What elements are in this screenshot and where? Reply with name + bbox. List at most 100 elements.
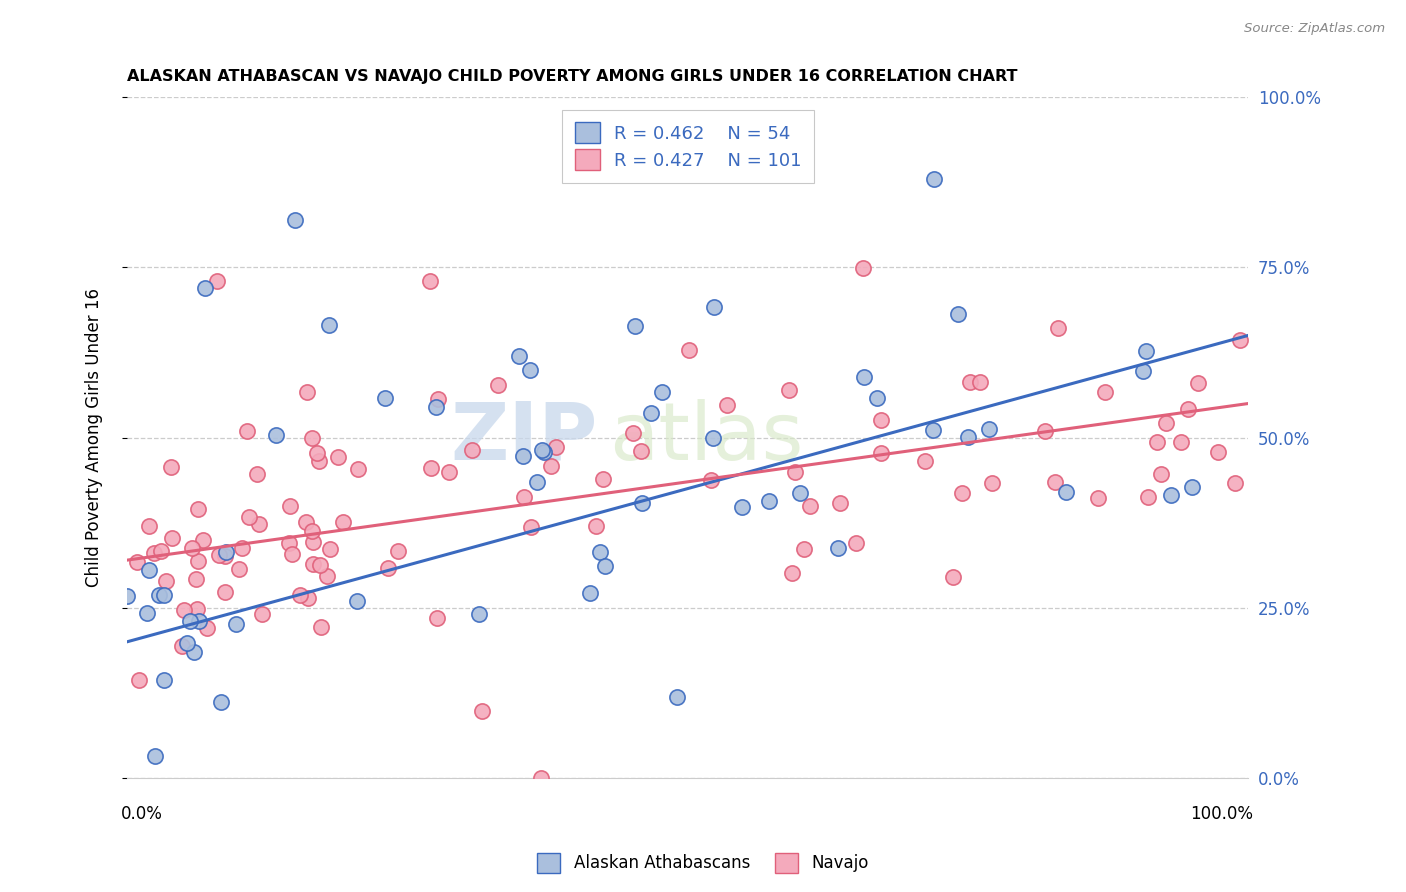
Point bbox=[1160, 488, 1182, 502]
Point bbox=[783, 465, 806, 479]
Point bbox=[347, 462, 370, 476]
Point bbox=[922, 172, 945, 186]
Point bbox=[186, 602, 208, 616]
Point bbox=[468, 607, 491, 621]
Point bbox=[946, 307, 969, 321]
Point bbox=[419, 274, 441, 288]
Point bbox=[148, 588, 170, 602]
Point bbox=[284, 212, 307, 227]
Point bbox=[170, 640, 193, 654]
Point bbox=[513, 490, 536, 504]
Point bbox=[194, 281, 217, 295]
Point bbox=[374, 391, 396, 405]
Point bbox=[250, 607, 273, 621]
Point bbox=[942, 570, 965, 584]
Point bbox=[799, 499, 821, 513]
Point bbox=[295, 515, 318, 529]
Point bbox=[377, 561, 399, 575]
Point bbox=[214, 585, 236, 599]
Point bbox=[387, 544, 409, 558]
Point bbox=[703, 301, 725, 315]
Point bbox=[278, 499, 301, 513]
Point bbox=[827, 541, 849, 555]
Point bbox=[246, 467, 269, 482]
Point bbox=[235, 425, 257, 439]
Point bbox=[526, 475, 548, 489]
Point bbox=[593, 558, 616, 573]
Point bbox=[288, 588, 311, 602]
Point bbox=[307, 445, 329, 459]
Point bbox=[187, 502, 209, 516]
Point bbox=[959, 375, 981, 389]
Point bbox=[138, 518, 160, 533]
Point bbox=[1047, 320, 1070, 334]
Text: ALASKAN ATHABASCAN VS NAVAJO CHILD POVERTY AMONG GIRLS UNDER 16 CORRELATION CHAR: ALASKAN ATHABASCAN VS NAVAJO CHILD POVER… bbox=[127, 69, 1018, 84]
Point bbox=[1225, 476, 1247, 491]
Point bbox=[125, 555, 148, 569]
Point bbox=[530, 771, 553, 785]
Point bbox=[866, 392, 889, 406]
Point bbox=[531, 443, 554, 458]
Point bbox=[1154, 416, 1177, 430]
Point bbox=[1170, 434, 1192, 449]
Legend: Alaskan Athabascans, Navajo: Alaskan Athabascans, Navajo bbox=[530, 847, 876, 880]
Point bbox=[1094, 385, 1116, 400]
Point bbox=[301, 431, 323, 445]
Point bbox=[326, 450, 349, 464]
Point bbox=[758, 494, 780, 508]
Point bbox=[845, 536, 868, 550]
Point bbox=[128, 673, 150, 687]
Point bbox=[1187, 376, 1209, 391]
Point bbox=[160, 460, 183, 475]
Point bbox=[789, 485, 811, 500]
Point bbox=[700, 473, 723, 487]
Point bbox=[188, 614, 211, 628]
Point bbox=[1136, 490, 1159, 504]
Point bbox=[309, 620, 332, 634]
Text: atlas: atlas bbox=[609, 399, 803, 476]
Point bbox=[143, 748, 166, 763]
Point bbox=[176, 636, 198, 650]
Point bbox=[589, 545, 612, 559]
Point bbox=[160, 531, 183, 545]
Point bbox=[651, 385, 673, 400]
Point bbox=[977, 422, 1000, 436]
Point bbox=[187, 554, 209, 568]
Point bbox=[316, 568, 339, 582]
Text: 100.0%: 100.0% bbox=[1191, 805, 1254, 823]
Point bbox=[630, 495, 652, 509]
Point bbox=[297, 591, 319, 605]
Point bbox=[852, 261, 875, 276]
Point bbox=[191, 533, 214, 547]
Point bbox=[228, 561, 250, 575]
Point bbox=[1181, 480, 1204, 494]
Point bbox=[1033, 424, 1056, 438]
Point bbox=[301, 524, 323, 539]
Point bbox=[308, 453, 330, 467]
Point bbox=[533, 445, 555, 459]
Point bbox=[519, 362, 541, 376]
Point bbox=[155, 574, 177, 588]
Point bbox=[1150, 467, 1173, 481]
Point bbox=[1146, 435, 1168, 450]
Point bbox=[231, 541, 253, 556]
Point bbox=[666, 690, 689, 705]
Point bbox=[332, 515, 354, 529]
Point bbox=[439, 465, 461, 479]
Point bbox=[1229, 333, 1251, 347]
Point bbox=[214, 549, 236, 564]
Point bbox=[425, 400, 447, 414]
Point bbox=[1177, 402, 1199, 417]
Point bbox=[544, 441, 567, 455]
Point bbox=[621, 425, 644, 440]
Point bbox=[540, 459, 562, 474]
Point bbox=[183, 645, 205, 659]
Point bbox=[1087, 491, 1109, 506]
Point bbox=[295, 385, 318, 400]
Point bbox=[225, 616, 247, 631]
Point bbox=[969, 375, 991, 389]
Point bbox=[1054, 485, 1077, 500]
Point bbox=[308, 558, 330, 573]
Point bbox=[426, 392, 449, 406]
Point bbox=[1135, 343, 1157, 358]
